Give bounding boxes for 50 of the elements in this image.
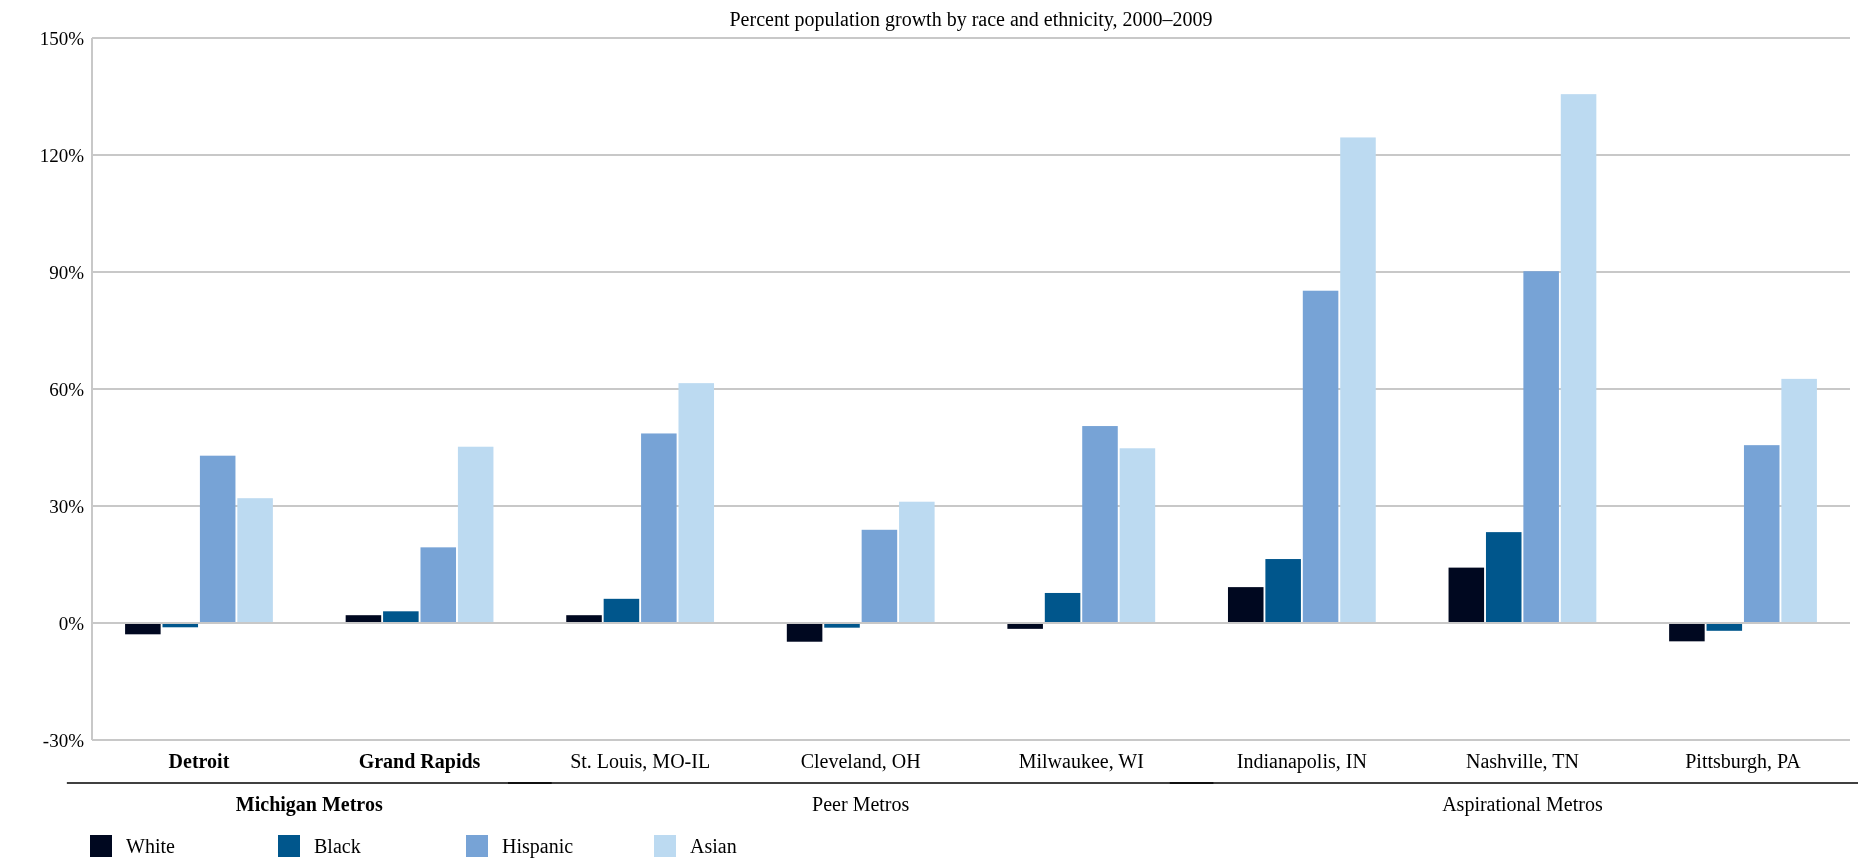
bar xyxy=(1227,587,1264,623)
x-tick-label: Detroit xyxy=(168,750,230,772)
y-tick-label: -30% xyxy=(42,729,85,751)
bar xyxy=(420,547,457,623)
bar xyxy=(1119,448,1156,623)
bar xyxy=(786,623,823,642)
legend-label: Asian xyxy=(690,835,737,857)
y-tick-label: 30% xyxy=(49,495,85,517)
text: Aspirational Metros xyxy=(1442,793,1603,816)
x-tick-label: Nashville, TN xyxy=(1465,750,1579,772)
bar xyxy=(199,455,236,623)
x-tick-label: Cleveland, OH xyxy=(800,750,921,772)
bar xyxy=(1560,94,1597,623)
y-tick-label: 60% xyxy=(49,378,85,400)
y-tick-label: 90% xyxy=(49,261,85,283)
bar xyxy=(1448,567,1485,623)
bar xyxy=(1044,592,1081,623)
x-tick-label: Indianapolis, IN xyxy=(1236,750,1367,773)
bar xyxy=(641,433,677,623)
x-tick-label: Pittsburgh, PA xyxy=(1685,750,1802,773)
bar xyxy=(1743,445,1780,623)
bar xyxy=(678,383,715,623)
text: Peer Metros xyxy=(812,793,910,815)
bar xyxy=(1302,290,1339,623)
bar xyxy=(1340,137,1376,623)
bar xyxy=(899,501,935,623)
chart-title: Percent population growth by race and ethnicity, 2000–2009 xyxy=(729,8,1213,31)
legend-label: Black xyxy=(314,835,361,857)
bar xyxy=(1082,426,1118,623)
text: Michigan Metros xyxy=(235,793,383,816)
bar xyxy=(237,498,273,623)
bar xyxy=(1781,378,1817,623)
bar xyxy=(1485,532,1522,623)
y-tick-label: 120% xyxy=(39,144,85,166)
bar xyxy=(457,446,494,623)
x-tick-label: Milwaukee, WI xyxy=(1018,750,1144,772)
x-tick-label: St. Louis, MO-IL xyxy=(570,750,711,772)
y-tick-label: 0% xyxy=(58,612,85,634)
bar xyxy=(1523,271,1559,623)
bar xyxy=(1669,623,1705,642)
bar xyxy=(861,529,898,623)
legend-label: White xyxy=(126,835,175,857)
x-tick-label: Grand Rapids xyxy=(358,750,481,773)
y-tick-label: 150% xyxy=(39,27,85,49)
bar xyxy=(603,598,640,623)
bar xyxy=(566,615,602,623)
bar xyxy=(383,611,419,623)
bar xyxy=(125,623,161,635)
bar xyxy=(1265,559,1301,623)
legend-label: Hispanic xyxy=(502,835,574,858)
